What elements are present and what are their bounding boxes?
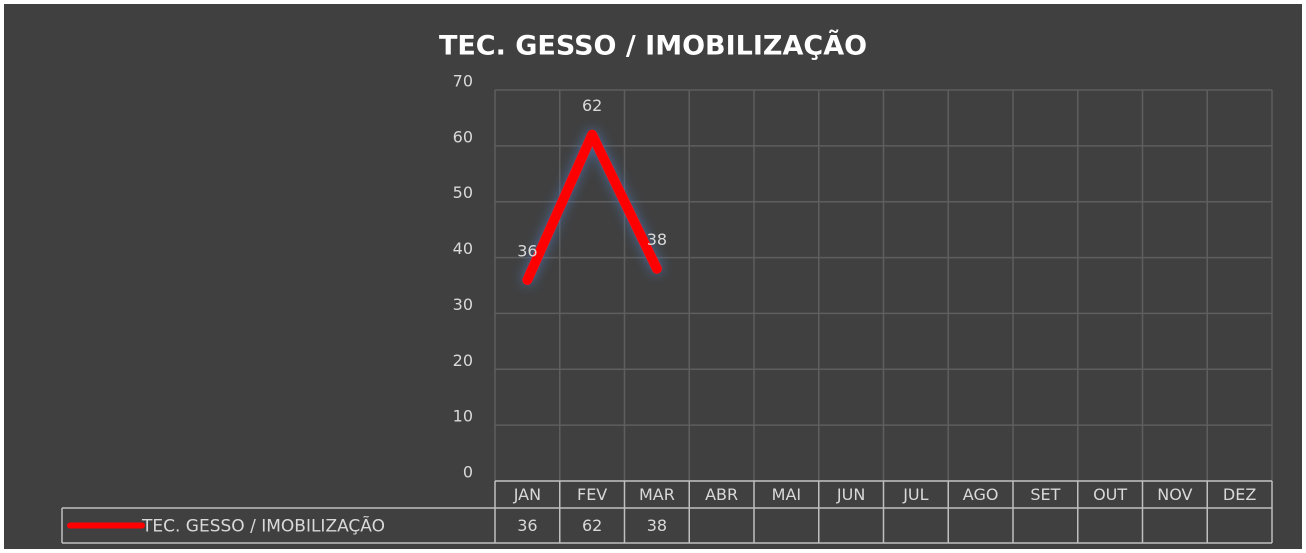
y-tick-label: 70 — [453, 72, 473, 91]
x-tick-label: DEZ — [1223, 485, 1256, 504]
chart-title: TEC. GESSO / IMOBILIZAÇÃO — [439, 30, 867, 62]
y-tick-label: 50 — [453, 183, 473, 202]
y-tick-label: 10 — [453, 407, 473, 426]
table-value: 36 — [517, 516, 537, 535]
y-tick-label: 30 — [453, 295, 473, 314]
y-tick-label: 0 — [463, 463, 473, 482]
x-tick-label: MAI — [772, 485, 801, 504]
table-value: 62 — [582, 516, 602, 535]
x-tick-label: SET — [1030, 485, 1060, 504]
x-tick-label: NOV — [1157, 485, 1192, 504]
series-line — [522, 129, 662, 285]
data-label: 36 — [517, 241, 537, 260]
x-tick-label: JAN — [513, 485, 541, 504]
x-tick-label: JUL — [902, 485, 928, 504]
legend-label: TEC. GESSO / IMOBILIZAÇÃO — [141, 515, 385, 537]
data-label: 62 — [582, 96, 602, 115]
x-tick-label: MAR — [639, 485, 675, 504]
x-tick-label: ABR — [705, 485, 738, 504]
y-tick-label: 60 — [453, 127, 473, 146]
data-label: 38 — [647, 230, 667, 249]
chart-background — [4, 4, 1302, 549]
x-tick-label: JUN — [836, 485, 865, 504]
y-tick-label: 40 — [453, 239, 473, 258]
x-tick-label: AGO — [963, 485, 999, 504]
x-tick-label: FEV — [577, 485, 607, 504]
table-value: 38 — [647, 516, 667, 535]
x-tick-label: OUT — [1093, 485, 1127, 504]
y-tick-label: 20 — [453, 351, 473, 370]
